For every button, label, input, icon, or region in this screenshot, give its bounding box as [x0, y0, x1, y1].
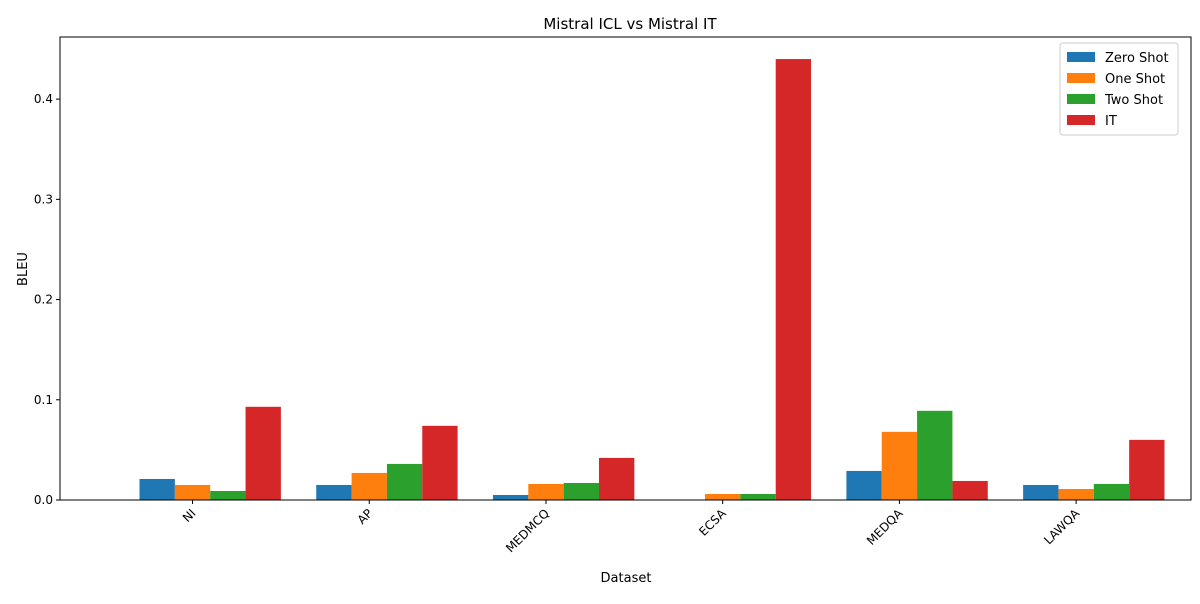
y-axis-label: BLEU: [16, 252, 31, 286]
bar: [740, 493, 776, 500]
y-tick-label: 0.2: [34, 293, 53, 307]
bar: [881, 431, 918, 500]
bar: [1058, 488, 1094, 500]
y-tick-label: 0.3: [34, 192, 53, 206]
x-tick-label: LAWQA: [1041, 506, 1083, 548]
x-tick-label: ECSA: [696, 506, 729, 539]
bar: [528, 483, 564, 500]
x-tick-label: MEDMCQ: [503, 506, 552, 555]
bars-layer: [139, 59, 1165, 501]
bar: [952, 480, 988, 500]
bar: [245, 406, 281, 500]
y-tick-label: 0.0: [34, 493, 53, 507]
bar: [598, 457, 635, 500]
x-tick-label: AP: [355, 506, 376, 527]
x-axis-label: Dataset: [601, 571, 652, 586]
y-tick-label: 0.4: [34, 92, 53, 106]
bar: [210, 490, 246, 500]
bar: [1093, 483, 1130, 500]
bar: [386, 463, 423, 500]
chart-title: Mistral ICL vs Mistral IT: [543, 15, 717, 33]
plot-frame: [59, 36, 1192, 501]
bar: [316, 484, 352, 500]
bar: [705, 493, 741, 500]
bar: [1129, 439, 1165, 500]
legend-label: IT: [1105, 114, 1117, 129]
y-tick-label: 0.1: [34, 393, 53, 407]
bar: [174, 484, 211, 500]
legend-swatch: [1067, 73, 1095, 83]
bar: [917, 410, 953, 500]
x-tick-label: MEDQA: [864, 506, 906, 548]
legend: Zero Shot One Shot Two Shot IT: [1059, 42, 1179, 136]
bar: [492, 494, 529, 500]
legend-label: One Shot: [1105, 72, 1165, 87]
legend-label: Two Shot: [1104, 93, 1163, 108]
bar: [846, 470, 882, 500]
legend-swatch: [1067, 52, 1095, 62]
bar: [1023, 484, 1059, 500]
bar: [422, 425, 458, 500]
bar: [775, 59, 812, 501]
x-tick-label: NI: [180, 506, 199, 525]
bar: [351, 472, 387, 500]
legend-swatch: [1067, 115, 1095, 125]
bar: [139, 478, 175, 500]
legend-label: Zero Shot: [1105, 51, 1169, 66]
legend-box: [1059, 42, 1179, 136]
bar: [563, 482, 599, 500]
legend-swatch: [1067, 94, 1095, 104]
